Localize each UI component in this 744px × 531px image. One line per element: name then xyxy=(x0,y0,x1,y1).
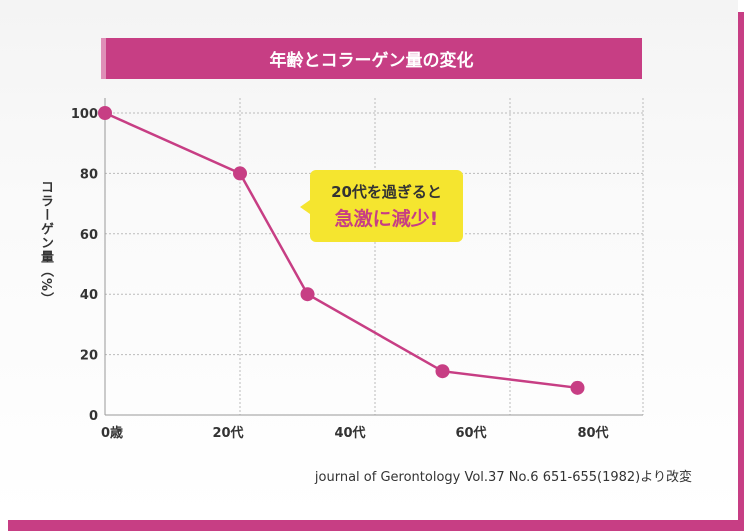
x-tick-label: 20代 xyxy=(212,425,243,441)
y-tick-label: 20 xyxy=(80,349,98,364)
series-line xyxy=(104,111,578,390)
y-tick-label: 80 xyxy=(80,167,98,182)
x-tick-label: 60代 xyxy=(455,425,486,441)
y-tick-label: 100 xyxy=(71,107,98,122)
x-tick-label: 0歳 xyxy=(101,425,123,441)
chart-card xyxy=(0,0,738,520)
data-point xyxy=(98,106,112,120)
accent-border-right xyxy=(738,12,744,531)
y-tick-label: 60 xyxy=(80,228,98,243)
x-tick-label: 40代 xyxy=(334,425,365,441)
x-tick-label: 80代 xyxy=(577,425,608,441)
callout-bubble: 20代を過ぎると 急激に減少! xyxy=(300,170,463,242)
y-axis-label: コラーゲン量（%） xyxy=(38,180,53,307)
callout-line1: 20代を過ぎると xyxy=(331,183,442,201)
data-point xyxy=(435,364,450,379)
callout-line2: 急激に減少! xyxy=(334,208,439,230)
y-tick-label: 0 xyxy=(89,409,98,424)
accent-border-bottom xyxy=(8,520,744,531)
data-point xyxy=(300,287,315,302)
chart-title: 年齢とコラーゲン量の変化 xyxy=(269,51,474,71)
data-point xyxy=(233,166,247,181)
y-tick-label: 40 xyxy=(80,288,98,303)
data-point xyxy=(570,380,585,395)
source-note: journal of Gerontology Vol.37 No.6 651-6… xyxy=(314,470,692,485)
title-banner: 年齢とコラーゲン量の変化 xyxy=(101,38,642,79)
